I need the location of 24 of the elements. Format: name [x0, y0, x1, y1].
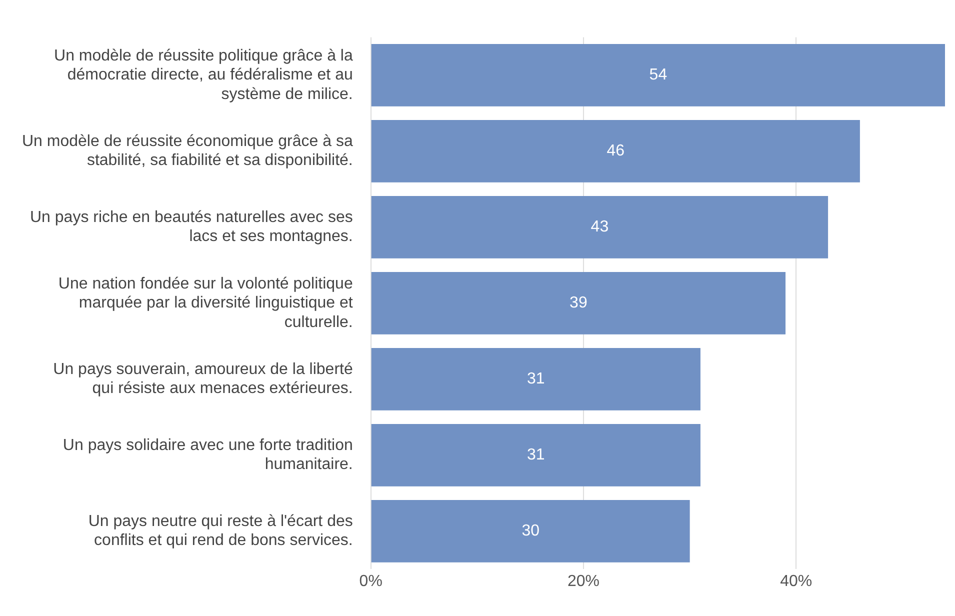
y-tick-label: Un modèle de réussite économique grâce à sa stabilité, sa fiabilité et sa disponibilité. [22, 133, 353, 170]
bar [371, 424, 700, 486]
bar [371, 272, 786, 334]
data-label: 31 [527, 446, 545, 464]
data-label: 46 [606, 142, 625, 160]
bar [371, 500, 690, 562]
y-tick-label: Un pays riche en beautés naturelles avec ses lacs et ses montagnes. [30, 209, 353, 246]
data-label: 30 [522, 522, 540, 540]
y-tick-label: Un pays souverain, amoureux de la liberté qui résiste aux menaces extérieures. [53, 361, 353, 398]
y-tick-label: Un pays solidaire avec une forte tradition humanitaire. [62, 437, 353, 474]
bar [371, 44, 945, 106]
y-tick-label: Un pays neutre qui reste à l'écart des conflits et qui rend de bons services. [88, 513, 353, 550]
y-tick-label: Une nation fondée sur la volonté politique marquée par la diversité linguistique et culturelle. [58, 275, 354, 331]
bar [371, 120, 860, 182]
data-label: 31 [527, 370, 545, 388]
data-label: 43 [590, 218, 609, 236]
bar [371, 196, 828, 258]
x-tick-label: 40% [780, 573, 812, 590]
data-label: 54 [649, 66, 668, 84]
data-label: 39 [570, 294, 588, 312]
x-tick-label: 0% [359, 573, 382, 590]
bar [371, 348, 700, 410]
x-tick-label: 20% [567, 573, 600, 590]
y-tick-label: Un modèle de réussite politique grâce à la démocratie directe, au fédéralisme et au système de milice. [54, 47, 353, 103]
